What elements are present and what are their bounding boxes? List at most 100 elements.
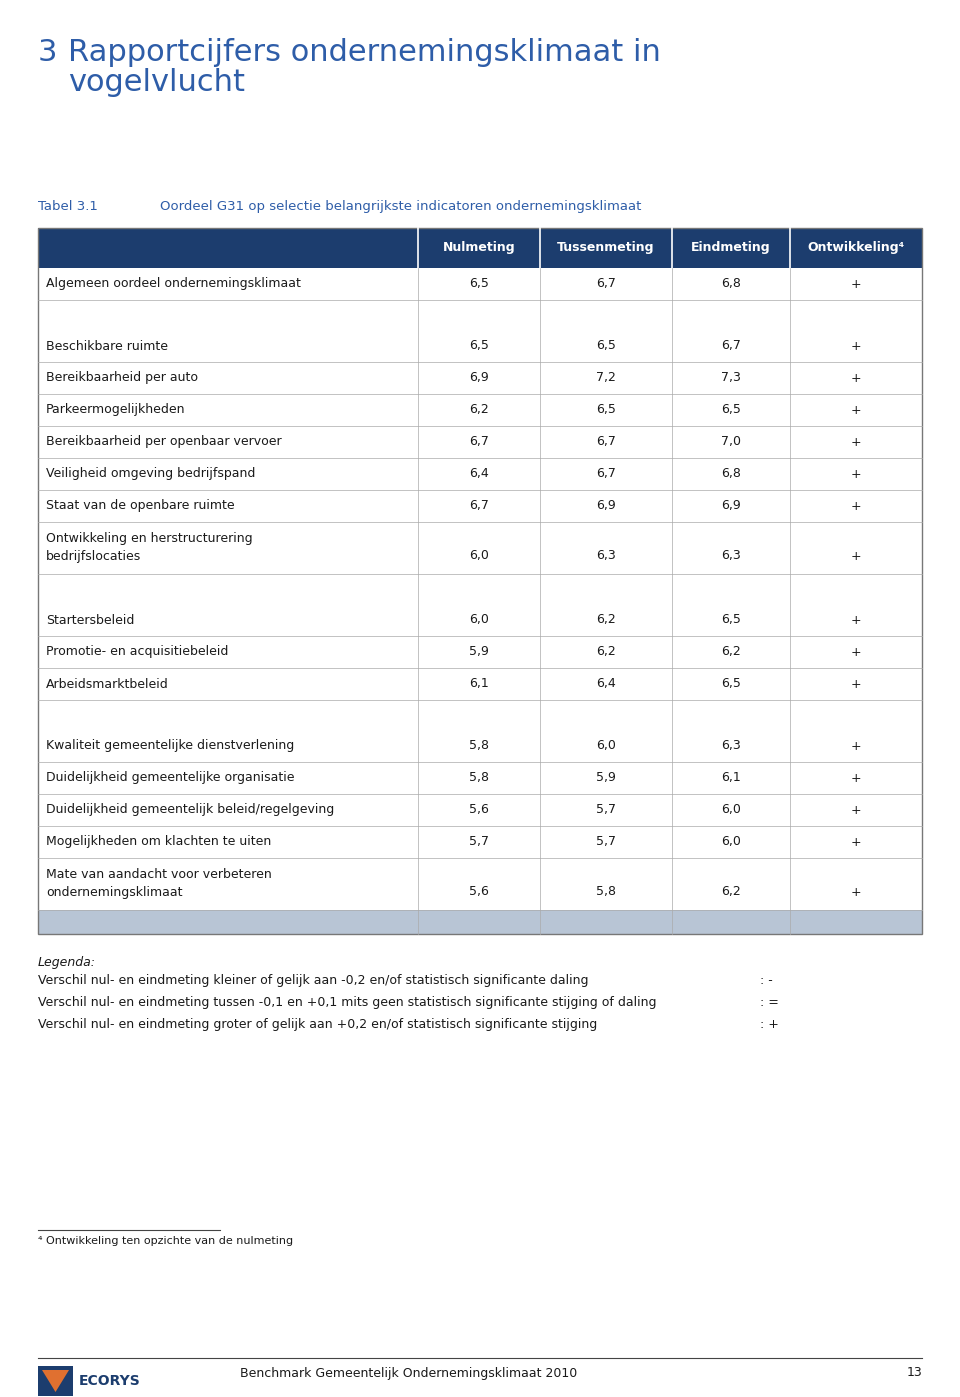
Text: +: +: [851, 771, 861, 785]
Text: Mogelijkheden om klachten te uiten: Mogelijkheden om klachten te uiten: [46, 835, 272, 848]
Text: +: +: [851, 835, 861, 848]
Text: Algemeen oordeel ondernemingsklimaat: Algemeen oordeel ondernemingsklimaat: [46, 278, 300, 291]
Bar: [38, 362, 922, 394]
Text: Duidelijkheid gemeentelijke organisatie: Duidelijkheid gemeentelijke organisatie: [46, 771, 295, 785]
Text: 3: 3: [38, 38, 58, 67]
Text: 5,9: 5,9: [469, 645, 489, 658]
Text: +: +: [851, 549, 861, 563]
Text: Tabel 3.1: Tabel 3.1: [38, 200, 98, 212]
Text: Nulmeting: Nulmeting: [443, 242, 516, 254]
Text: Oordeel G31 op selectie belangrijkste indicatoren ondernemingsklimaat: Oordeel G31 op selectie belangrijkste in…: [160, 200, 641, 212]
Text: 6,9: 6,9: [721, 500, 741, 513]
Text: Staat van de openbare ruimte: Staat van de openbare ruimte: [46, 500, 234, 513]
Text: Rapportcijfers ondernemingsklimaat in: Rapportcijfers ondernemingsklimaat in: [68, 38, 660, 67]
Text: 6,0: 6,0: [469, 613, 489, 626]
Text: +: +: [851, 739, 861, 753]
Text: 6,7: 6,7: [596, 468, 616, 481]
Text: 6,5: 6,5: [721, 613, 741, 626]
Bar: [38, 394, 922, 426]
Text: 6,4: 6,4: [469, 468, 489, 481]
Text: ondernemingsklimaat: ondernemingsklimaat: [46, 886, 182, 900]
Text: 7,2: 7,2: [596, 372, 616, 384]
Polygon shape: [42, 1370, 69, 1391]
Text: 6,7: 6,7: [469, 500, 489, 513]
Text: Eindmeting: Eindmeting: [691, 242, 771, 254]
Text: Tussenmeting: Tussenmeting: [557, 242, 655, 254]
Text: 5,8: 5,8: [469, 739, 489, 753]
Text: 6,7: 6,7: [469, 436, 489, 448]
Text: 5,6: 5,6: [469, 803, 489, 816]
Text: 6,8: 6,8: [721, 278, 741, 291]
Text: 5,7: 5,7: [596, 835, 616, 848]
Bar: [38, 858, 922, 909]
Bar: [38, 228, 922, 268]
Text: 6,0: 6,0: [469, 549, 489, 563]
Text: 6,5: 6,5: [721, 404, 741, 416]
Text: 6,5: 6,5: [469, 339, 489, 352]
Bar: [38, 668, 922, 700]
Bar: [38, 826, 922, 858]
Text: Startersbeleid: Startersbeleid: [46, 613, 134, 626]
Text: Legenda:: Legenda:: [38, 956, 96, 970]
Bar: [38, 300, 922, 330]
Text: 6,7: 6,7: [596, 436, 616, 448]
Text: +: +: [851, 436, 861, 448]
Bar: [38, 604, 922, 636]
Bar: [38, 636, 922, 668]
Text: +: +: [851, 886, 861, 898]
Bar: [38, 761, 922, 793]
Text: 5,8: 5,8: [596, 886, 616, 898]
Text: Benchmark Gemeentelijk Ondernemingsklimaat 2010: Benchmark Gemeentelijk Ondernemingsklima…: [240, 1366, 577, 1379]
Text: Veiligheid omgeving bedrijfspand: Veiligheid omgeving bedrijfspand: [46, 468, 255, 481]
Bar: [38, 574, 922, 604]
Text: Duidelijkheid gemeentelijk beleid/regelgeving: Duidelijkheid gemeentelijk beleid/regelg…: [46, 803, 334, 816]
Text: Verschil nul- en eindmeting kleiner of gelijk aan -0,2 en/of statistisch signifi: Verschil nul- en eindmeting kleiner of g…: [38, 974, 588, 988]
Text: 7,3: 7,3: [721, 372, 741, 384]
Text: Beschikbare ruimte: Beschikbare ruimte: [46, 339, 168, 352]
Text: 6,2: 6,2: [721, 645, 741, 658]
Text: 6,1: 6,1: [469, 678, 489, 690]
Bar: [38, 700, 922, 731]
Text: 6,7: 6,7: [721, 339, 741, 352]
Text: Mate van aandacht voor verbeteren: Mate van aandacht voor verbeteren: [46, 868, 272, 882]
Bar: [38, 490, 922, 522]
Text: Bereikbaarheid per openbaar vervoer: Bereikbaarheid per openbaar vervoer: [46, 436, 281, 448]
Bar: [38, 909, 922, 935]
Text: : -: : -: [760, 974, 773, 988]
Text: 5,8: 5,8: [469, 771, 489, 785]
Text: Verschil nul- en eindmeting tussen -0,1 en +0,1 mits geen statistisch significan: Verschil nul- en eindmeting tussen -0,1 …: [38, 996, 657, 1009]
Text: : =: : =: [760, 996, 779, 1009]
Text: 6,5: 6,5: [721, 678, 741, 690]
Text: Promotie- en acquisitiebeleid: Promotie- en acquisitiebeleid: [46, 645, 228, 658]
Bar: [38, 793, 922, 826]
Text: Ontwikkeling⁴: Ontwikkeling⁴: [807, 242, 904, 254]
Text: 6,4: 6,4: [596, 678, 616, 690]
Text: 6,7: 6,7: [596, 278, 616, 291]
Text: 6,2: 6,2: [721, 886, 741, 898]
Text: Bereikbaarheid per auto: Bereikbaarheid per auto: [46, 372, 198, 384]
Text: ⁴ Ontwikkeling ten opzichte van de nulmeting: ⁴ Ontwikkeling ten opzichte van de nulme…: [38, 1236, 293, 1246]
Text: 6,0: 6,0: [596, 739, 616, 753]
Text: +: +: [851, 278, 861, 291]
Text: 6,8: 6,8: [721, 468, 741, 481]
Bar: [38, 1366, 73, 1396]
Text: 7,0: 7,0: [721, 436, 741, 448]
Text: Ontwikkeling en herstructurering: Ontwikkeling en herstructurering: [46, 532, 252, 545]
Text: +: +: [851, 613, 861, 626]
Bar: [38, 458, 922, 490]
Text: : +: : +: [760, 1018, 779, 1031]
Bar: [38, 426, 922, 458]
Text: 6,3: 6,3: [596, 549, 616, 563]
Text: Kwaliteit gemeentelijke dienstverlening: Kwaliteit gemeentelijke dienstverlening: [46, 739, 295, 753]
Bar: [38, 330, 922, 362]
Text: +: +: [851, 803, 861, 816]
Text: 6,2: 6,2: [469, 404, 489, 416]
Text: 5,6: 5,6: [469, 886, 489, 898]
Text: +: +: [851, 678, 861, 690]
Text: +: +: [851, 468, 861, 481]
Text: 6,1: 6,1: [721, 771, 741, 785]
Text: vogelvlucht: vogelvlucht: [68, 68, 245, 96]
Text: Parkeermogelijkheden: Parkeermogelijkheden: [46, 404, 185, 416]
Text: 5,7: 5,7: [469, 835, 489, 848]
Text: +: +: [851, 500, 861, 513]
